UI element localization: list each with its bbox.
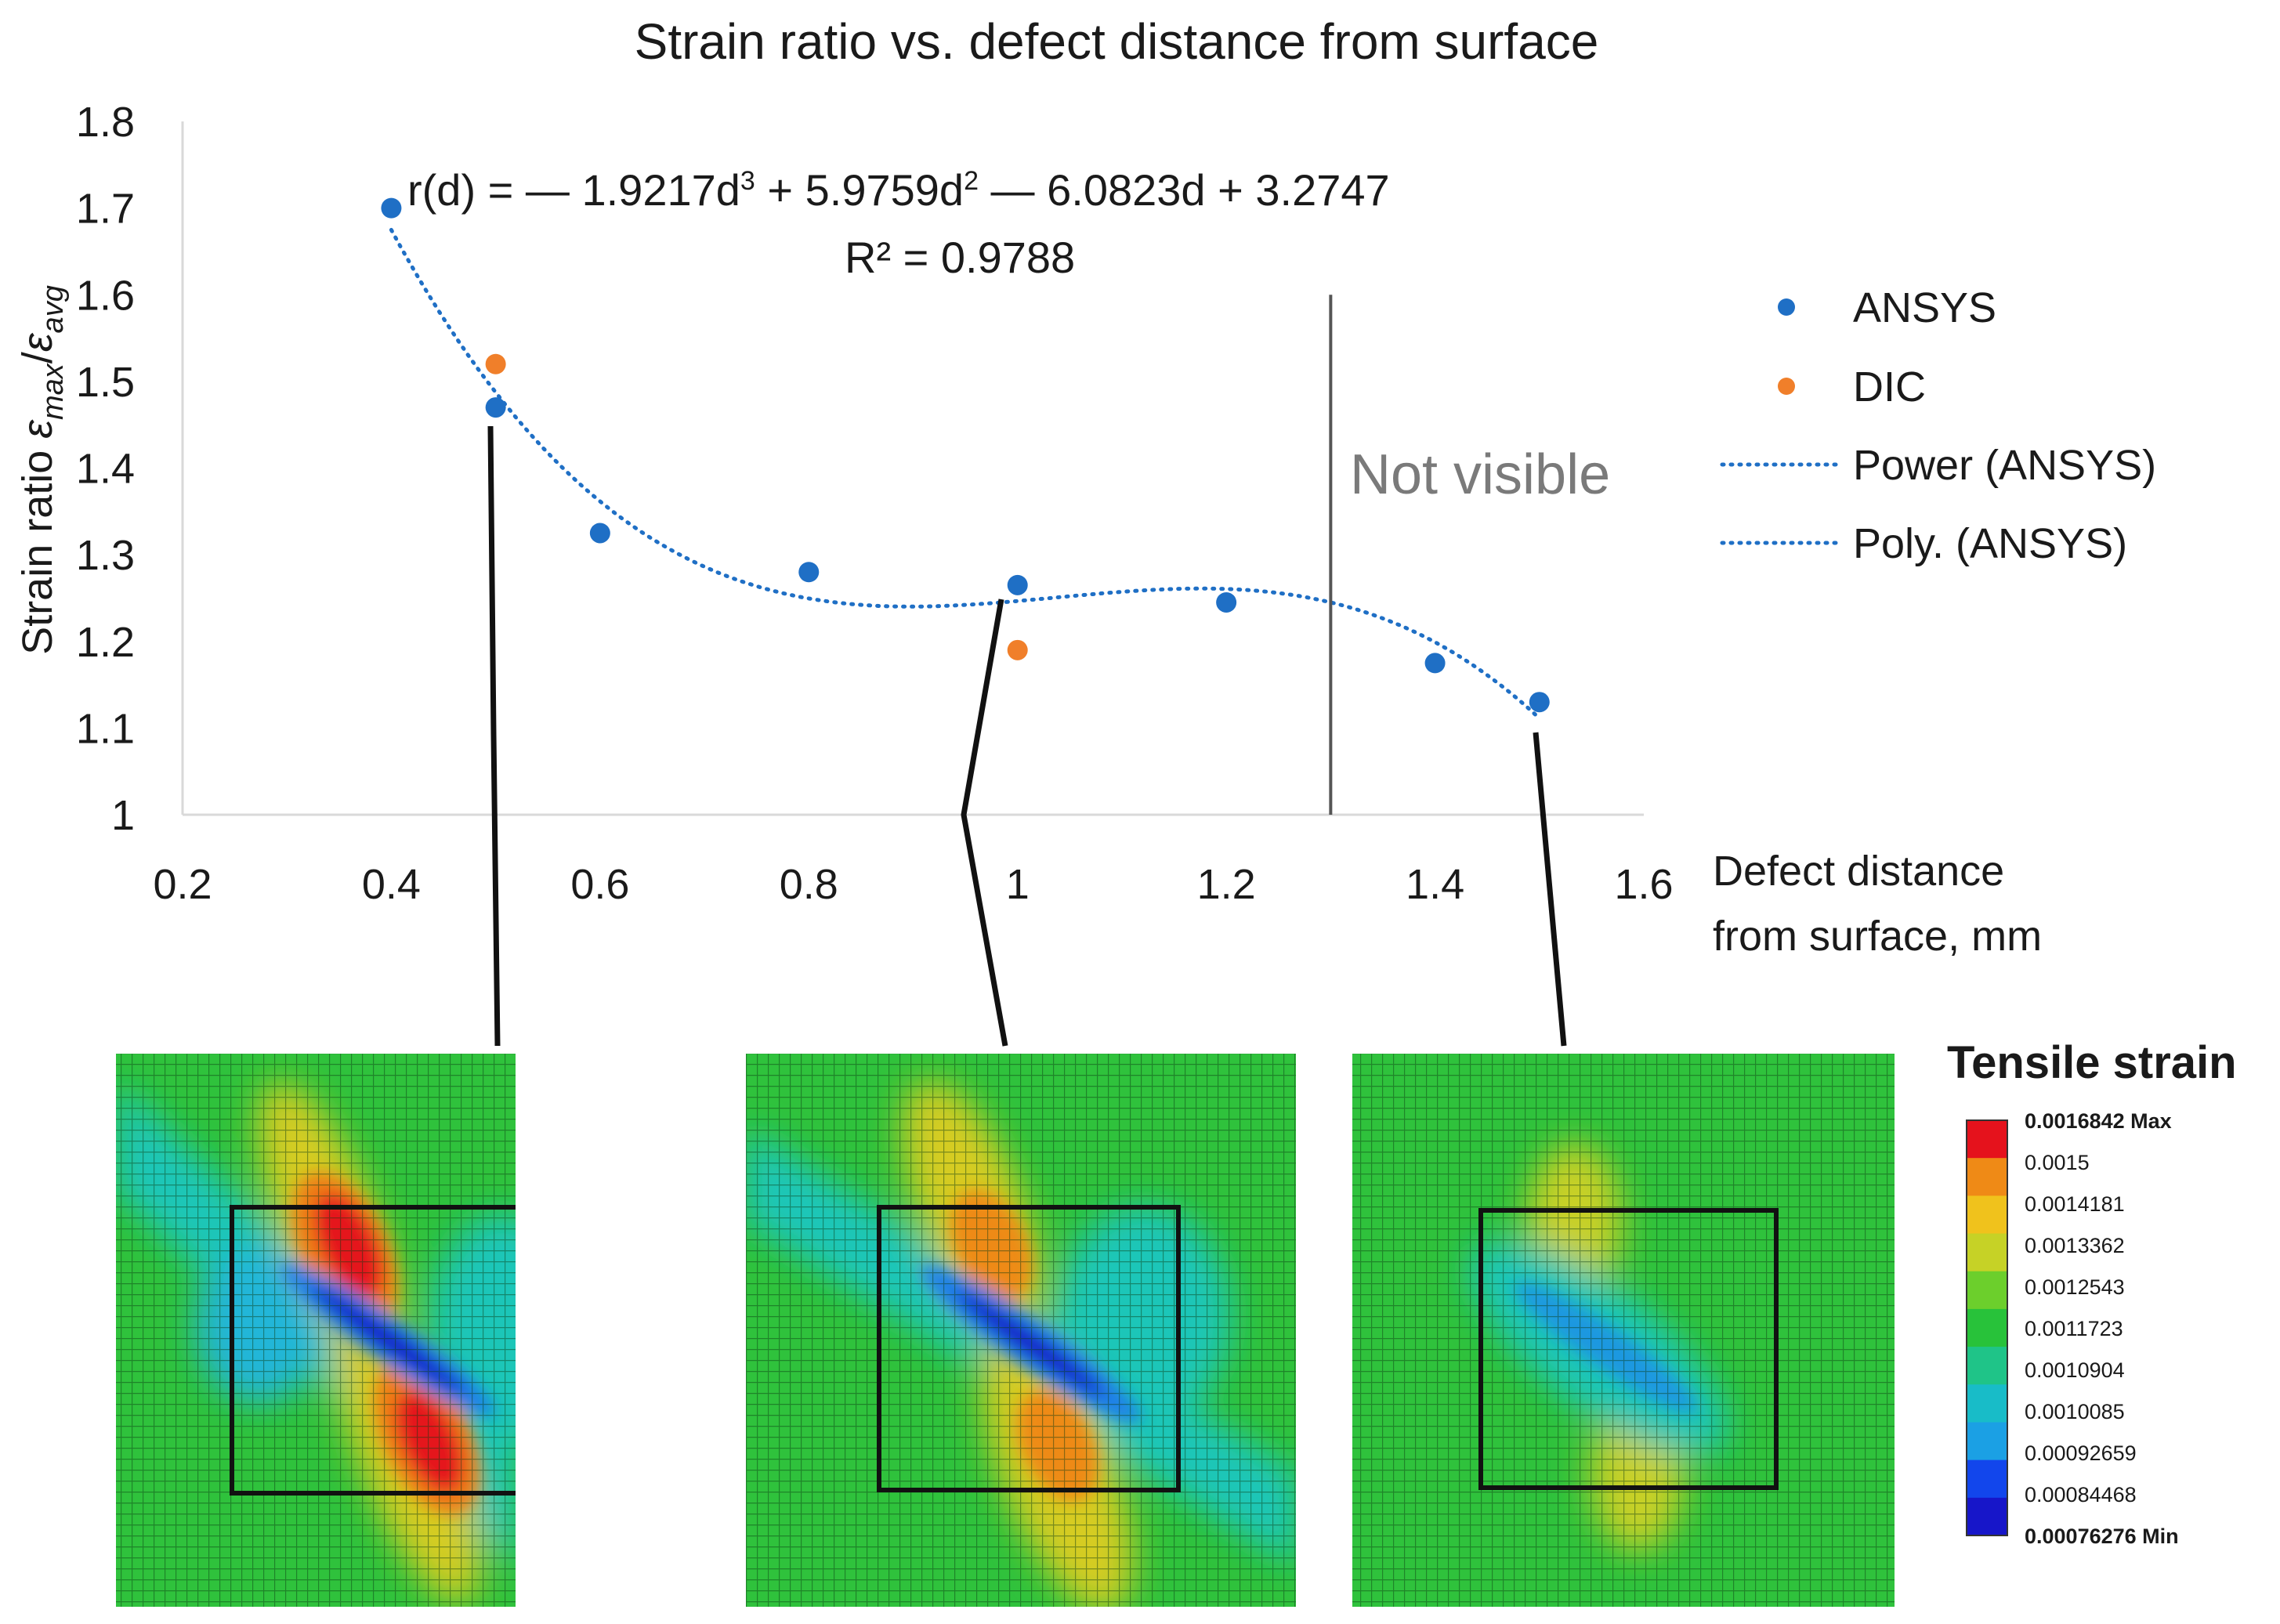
x-tick-label: 0.6 (570, 861, 629, 908)
y-tick-label: 1.8 (76, 99, 135, 146)
colorbar-swatch (1967, 1497, 2007, 1536)
y-tick-label: 1.3 (76, 532, 135, 579)
strain-panel-1 (746, 1054, 1296, 1607)
not-visible-label: Not visible (1350, 443, 1610, 506)
point-ansys (589, 523, 610, 544)
colorbar-swatch (1967, 1384, 2007, 1423)
point-dic (485, 353, 506, 374)
x-tick-label: 0.2 (153, 861, 212, 908)
y-tick-label: 1.2 (76, 619, 135, 666)
colorbar-label: 0.0010085 (2025, 1400, 2125, 1423)
colorbar-swatch (1967, 1347, 2007, 1385)
point-ansys (1007, 574, 1028, 595)
colorbar-frame (1966, 1119, 2008, 1536)
point-ansys (1424, 653, 1446, 674)
point-ansys (798, 562, 820, 583)
x-tick-label: 1.6 (1614, 861, 1673, 908)
data-points (381, 197, 1550, 713)
colorbar-label: 0.0013362 (2025, 1234, 2125, 1257)
x-axis-label-line1: Defect distance (1713, 848, 2004, 895)
colorbar-swatch (1967, 1120, 2007, 1159)
colorbar-label: 0.0010904 (2025, 1358, 2125, 1382)
colorbar-label: 0.0015 (2025, 1151, 2090, 1174)
colorbar-swatch (1967, 1271, 2007, 1310)
poly-trendline (389, 227, 1542, 721)
trendline-equation: r(d) = — 1.9217d3 + 5.9759d2 — 6.0823d +… (407, 165, 1390, 215)
y-tick-label: 1.5 (76, 359, 135, 406)
y-tick-label: 1.6 (76, 272, 135, 319)
x-tick-label: 1.4 (1406, 861, 1464, 908)
colorbar-title: Tensile strain (1947, 1037, 2237, 1088)
y-tick-label: 1 (111, 792, 135, 839)
y-tick-label: 1.1 (76, 705, 135, 752)
colorbar-swatch (1967, 1422, 2007, 1461)
r-squared-label: R² = 0.9788 (845, 233, 1075, 282)
connector-lines (487, 425, 1567, 1047)
legend-dic-label: DIC (1853, 364, 1926, 411)
legend-dic-marker (1778, 378, 1795, 395)
x-axis-label-line2: from surface, mm (1713, 913, 2042, 960)
colorbar-swatch (1967, 1158, 2007, 1196)
colorbar-swatch (1967, 1308, 2007, 1347)
colorbar-label: 0.0016842 Max (2025, 1109, 2172, 1133)
connector-0 (487, 425, 501, 1047)
colorbar-label: 0.00076276 Min (2025, 1525, 2179, 1548)
colorbar-label: 0.0014181 (2025, 1192, 2125, 1216)
x-tick-labels: 0.2 0.4 0.6 0.8 1 1.2 1.4 1.6 (153, 861, 1673, 908)
y-tick-labels: 1 1.1 1.2 1.3 1.4 1.5 1.6 1.7 1.8 (76, 99, 135, 839)
legend-ansys-label: ANSYS (1853, 284, 1996, 331)
x-tick-label: 0.8 (780, 861, 838, 908)
x-tick-label: 1.2 (1197, 861, 1256, 908)
colorbar-label: 0.00092659 (2025, 1441, 2137, 1465)
y-tick-label: 1.7 (76, 186, 135, 233)
legend: ANSYS DIC Power (ANSYS) Poly. (ANSYS) (1720, 284, 2156, 567)
point-ansys (1216, 591, 1237, 613)
point-ansys (1529, 692, 1550, 713)
chart-title: Strain ratio vs. defect distance from su… (635, 13, 1599, 70)
strain-panel-0 (116, 1054, 516, 1607)
y-axis-label: Strain ratio εmax/εavg (14, 285, 70, 655)
y-tick-label: 1.4 (76, 446, 135, 493)
point-dic (1007, 639, 1028, 660)
x-tick-label: 0.4 (362, 861, 421, 908)
point-ansys (485, 397, 506, 418)
connector-2 (1533, 732, 1567, 1047)
colorbar-label: 0.00084468 (2025, 1483, 2137, 1506)
connector-1 (961, 599, 1008, 1047)
x-tick-label: 1 (1006, 861, 1030, 908)
point-ansys (381, 197, 402, 219)
colorbar-swatch (1967, 1459, 2007, 1499)
colorbar-label: 0.0011723 (2025, 1317, 2123, 1340)
strain-panel-2 (1352, 1054, 1895, 1607)
colorbar: 0.0016842 Max 0.0015 0.0014181 0.0013362 0.0… (1966, 1109, 2179, 1548)
legend-poly-label: Poly. (ANSYS) (1853, 520, 2127, 567)
legend-ansys-marker (1778, 298, 1795, 316)
legend-power-label: Power (ANSYS) (1853, 442, 2156, 489)
colorbar-swatch (1967, 1195, 2007, 1235)
colorbar-label: 0.0012543 (2025, 1275, 2125, 1299)
colorbar-swatch (1967, 1233, 2007, 1272)
